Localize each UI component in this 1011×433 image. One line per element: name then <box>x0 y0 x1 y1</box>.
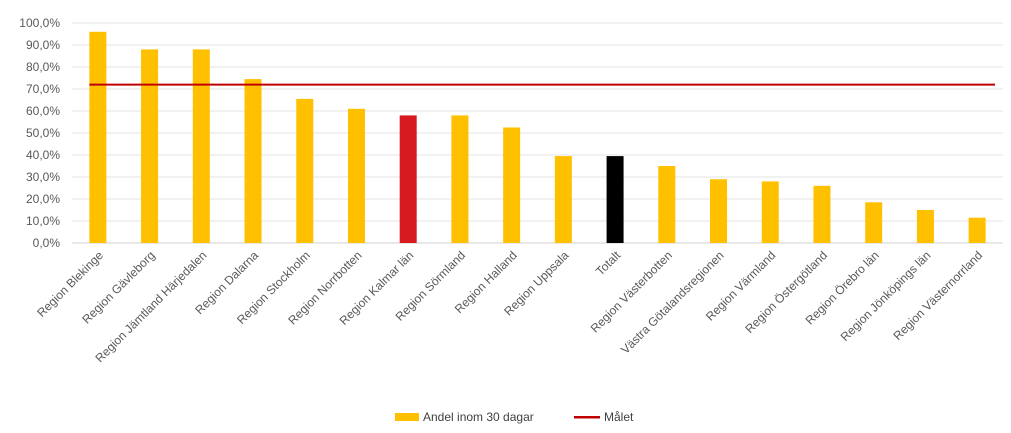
bar <box>710 179 728 243</box>
y-tick-label: 10,0% <box>26 214 60 228</box>
y-tick-label: 20,0% <box>26 192 60 206</box>
legend-swatch-bars <box>395 413 419 421</box>
bar <box>192 49 210 244</box>
y-tick-label: 60,0% <box>26 104 60 118</box>
x-tick-label: Västra Götalandsregionen <box>618 248 726 356</box>
y-tick-label: 0,0% <box>33 236 61 250</box>
bar <box>347 108 365 243</box>
bar <box>244 79 262 243</box>
y-axis-ticks: 0,0% 10,0% 20,0% 30,0% 40,0% 50,0% 60,0% 70,0% 8… <box>19 16 60 250</box>
bar <box>813 185 831 243</box>
legend-label-bars: Andel inom 30 dagar <box>423 410 534 424</box>
y-tick-label: 90,0% <box>26 38 60 52</box>
y-tick-label: 30,0% <box>26 170 60 184</box>
y-tick-label: 70,0% <box>26 82 60 96</box>
gridlines <box>72 22 1003 244</box>
bar <box>865 202 883 243</box>
x-tick-label: Region Västernorrland <box>890 248 985 343</box>
y-tick-label: 40,0% <box>26 148 60 162</box>
bar <box>916 210 934 243</box>
bar <box>554 156 572 243</box>
bar <box>761 181 779 243</box>
bars <box>89 31 986 244</box>
bar <box>606 156 624 243</box>
bar <box>451 115 469 243</box>
bar <box>968 217 986 243</box>
legend-swatch-target <box>574 416 600 419</box>
x-tick-label: Region Jönköpings län <box>838 248 934 344</box>
legend: Andel inom 30 dagar Målet <box>395 410 634 424</box>
bar <box>141 49 159 244</box>
bar <box>296 98 314 244</box>
bar <box>658 166 676 243</box>
bar <box>399 115 417 243</box>
y-tick-label: 50,0% <box>26 126 60 140</box>
y-tick-label: 100,0% <box>19 16 60 30</box>
y-tick-label: 80,0% <box>26 60 60 74</box>
legend-label-target: Målet <box>604 410 634 424</box>
bar <box>89 31 107 243</box>
bar <box>503 127 521 243</box>
x-tick-label: Totalt <box>593 248 624 279</box>
